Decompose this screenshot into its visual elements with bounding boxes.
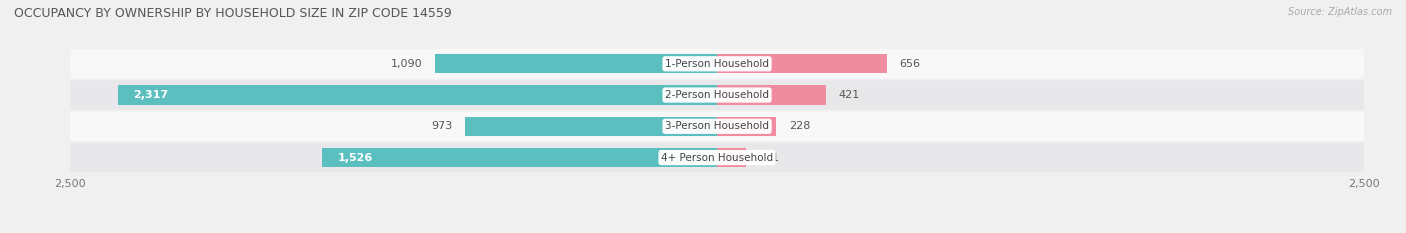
Text: 973: 973 <box>432 121 453 131</box>
Legend: Owner-occupied, Renter-occupied: Owner-occupied, Renter-occupied <box>596 229 838 233</box>
Text: 228: 228 <box>789 121 810 131</box>
Text: 3-Person Household: 3-Person Household <box>665 121 769 131</box>
Bar <box>717 116 776 136</box>
Text: 2-Person Household: 2-Person Household <box>665 90 769 100</box>
Text: Source: ZipAtlas.com: Source: ZipAtlas.com <box>1288 7 1392 17</box>
FancyBboxPatch shape <box>70 49 1364 79</box>
FancyBboxPatch shape <box>70 143 1364 172</box>
Bar <box>717 85 825 105</box>
Text: 1,526: 1,526 <box>337 153 373 163</box>
Bar <box>465 116 717 136</box>
Bar <box>717 148 745 167</box>
FancyBboxPatch shape <box>70 112 1364 141</box>
Text: 2,317: 2,317 <box>134 90 169 100</box>
Bar <box>717 54 887 73</box>
Text: 1,090: 1,090 <box>391 59 422 69</box>
Text: 1-Person Household: 1-Person Household <box>665 59 769 69</box>
FancyBboxPatch shape <box>70 80 1364 110</box>
Text: 656: 656 <box>900 59 921 69</box>
Bar <box>434 54 717 73</box>
Bar <box>322 148 717 167</box>
Text: 4+ Person Household: 4+ Person Household <box>661 153 773 163</box>
Text: 111: 111 <box>759 153 780 163</box>
Text: OCCUPANCY BY OWNERSHIP BY HOUSEHOLD SIZE IN ZIP CODE 14559: OCCUPANCY BY OWNERSHIP BY HOUSEHOLD SIZE… <box>14 7 451 20</box>
Text: 421: 421 <box>839 90 860 100</box>
Bar <box>118 85 717 105</box>
